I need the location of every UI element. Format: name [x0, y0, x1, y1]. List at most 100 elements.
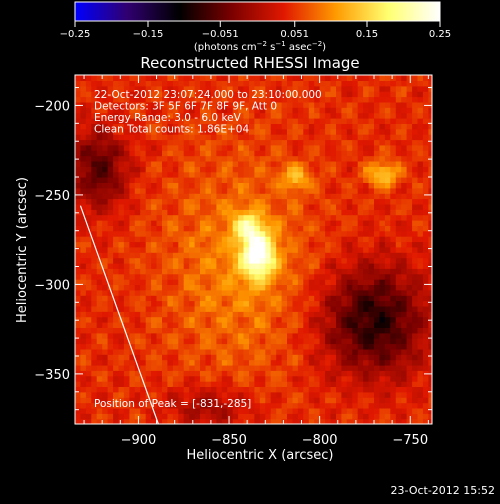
heatmap-cell [238, 375, 245, 382]
heatmap-cell [363, 407, 370, 414]
heatmap-cell [368, 214, 375, 221]
heatmap-cell [368, 381, 375, 387]
heatmap-cell [374, 101, 380, 108]
heatmap-cell [107, 279, 114, 285]
heatmap-cell [314, 187, 321, 194]
heatmap-cell [151, 386, 158, 393]
heatmap-cell [379, 311, 386, 318]
heatmap-cell [281, 300, 288, 307]
heatmap-cell [205, 171, 212, 178]
heatmap-cell [140, 343, 147, 350]
heatmap-cell [352, 236, 359, 243]
heatmap-cell [417, 418, 424, 424]
heatmap-cell [297, 241, 304, 248]
heatmap-cell [80, 198, 87, 205]
heatmap-cell [390, 284, 397, 291]
heatmap-cell [118, 128, 125, 135]
heatmap-cell [183, 246, 190, 253]
heatmap-cell [384, 289, 391, 296]
heatmap-cell [346, 364, 353, 371]
heatmap-cell [91, 402, 98, 409]
heatmap-cell [292, 214, 299, 221]
heatmap-cell [336, 128, 342, 135]
heatmap-cell [172, 300, 179, 307]
heatmap-cell [249, 225, 255, 232]
heatmap-cell [336, 166, 342, 173]
heatmap-cell [374, 193, 380, 200]
heatmap-cell [80, 171, 87, 178]
heatmap-cell [379, 305, 386, 312]
heatmap-cell [330, 300, 337, 307]
heatmap-cell [292, 413, 299, 420]
heatmap-cell [395, 397, 402, 404]
heatmap-cell [297, 75, 304, 81]
heatmap-cell [210, 273, 217, 280]
heatmap-cell [96, 123, 103, 130]
heatmap-cell [287, 166, 293, 173]
heatmap-cell [232, 397, 239, 404]
heatmap-cell [134, 295, 141, 302]
heatmap-cell [96, 193, 103, 200]
heatmap-cell [292, 295, 299, 302]
heatmap-cell [270, 413, 277, 420]
heatmap-cell [118, 134, 125, 141]
heatmap-cell [352, 220, 359, 226]
heatmap-cell [221, 418, 228, 424]
heatmap-cell [292, 75, 299, 81]
heatmap-cell [379, 112, 386, 119]
heatmap-cell [167, 166, 174, 173]
heatmap-cell [395, 214, 402, 221]
heatmap-cell [297, 203, 304, 210]
heatmap-cell [140, 348, 147, 355]
heatmap-cell [357, 220, 364, 226]
heatmap-cell [238, 370, 245, 377]
heatmap-cell [341, 107, 348, 114]
heatmap-cell [91, 123, 98, 130]
heatmap-cell [113, 75, 120, 81]
heatmap-cell [140, 295, 147, 302]
heatmap-cell [292, 359, 299, 366]
heatmap-cell [96, 101, 103, 108]
heatmap-cell [243, 193, 250, 200]
heatmap-cell [205, 112, 212, 119]
heatmap-cell [319, 91, 326, 98]
heatmap-cell [134, 262, 141, 269]
heatmap-cell [292, 134, 299, 141]
heatmap-cell [249, 171, 255, 178]
heatmap-cell [254, 80, 261, 87]
heatmap-cell [221, 187, 228, 194]
heatmap-cell [189, 359, 196, 366]
heatmap-cell [167, 316, 174, 323]
heatmap-cell [259, 230, 266, 237]
heatmap-cell [259, 123, 266, 130]
heatmap-cell [96, 407, 103, 414]
heatmap-cell [412, 182, 419, 189]
heatmap-cell [412, 300, 419, 307]
observation-info: 22-Oct-2012 23:07:24.000 to 23:10:00.000… [94, 89, 322, 136]
heatmap-cell [145, 407, 152, 414]
heatmap-cell [352, 193, 359, 200]
heatmap-cell [140, 359, 147, 366]
heatmap-cell [162, 209, 168, 216]
heatmap-cell [156, 123, 163, 130]
heatmap-cell [123, 375, 130, 382]
heatmap-cell [80, 273, 87, 280]
heatmap-cell [319, 166, 326, 173]
heatmap-cell [417, 220, 424, 226]
heatmap-cell [417, 112, 424, 119]
heatmap-cell [357, 139, 364, 146]
heatmap-cell [281, 305, 288, 312]
heatmap-cell [330, 386, 337, 393]
heatmap-cell [238, 300, 245, 307]
heatmap-cell [113, 139, 120, 146]
heatmap-cell [259, 128, 266, 135]
heatmap-cell [162, 381, 168, 387]
heatmap-cell [134, 354, 141, 361]
heatmap-cell [75, 209, 81, 216]
heatmap-cell [417, 209, 424, 216]
heatmap-cell [151, 338, 158, 345]
heatmap-cell [341, 171, 348, 178]
heatmap-cell [352, 268, 359, 275]
heatmap-cell [156, 327, 163, 334]
heatmap-cell [336, 284, 342, 291]
